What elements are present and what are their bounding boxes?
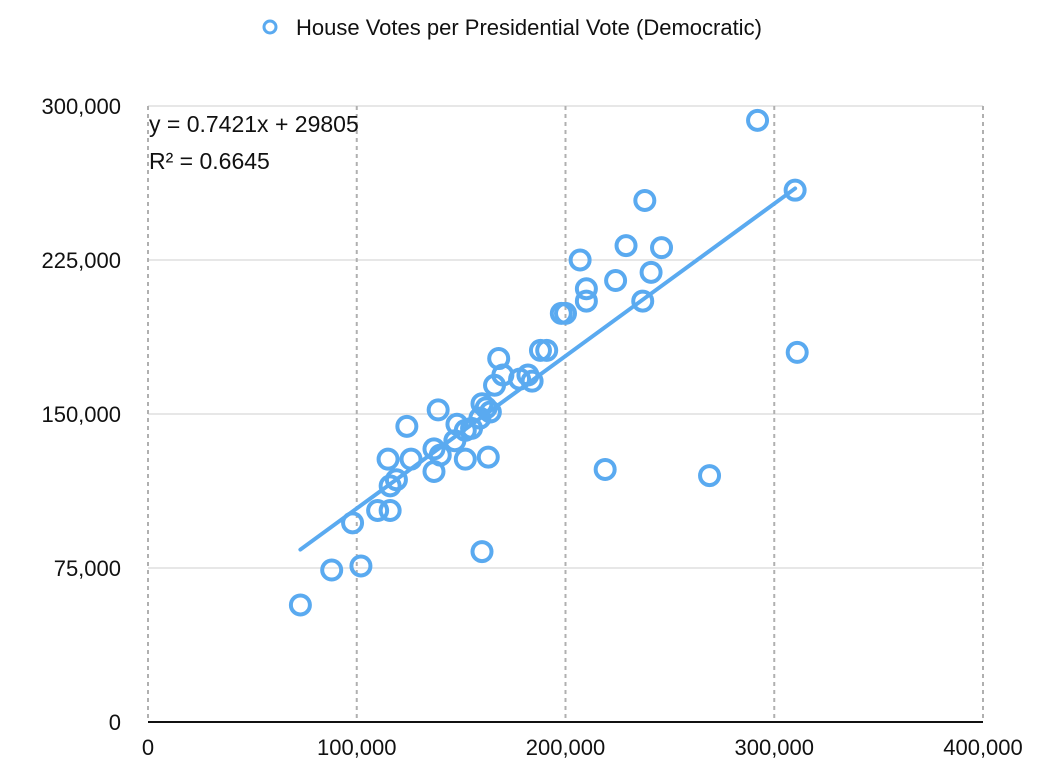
x-tick-label: 200,000: [526, 735, 606, 760]
x-tick-label: 0: [142, 735, 154, 760]
data-point: [535, 338, 559, 362]
data-point: [568, 248, 592, 272]
data-point: [426, 398, 450, 422]
data-point: [378, 474, 402, 498]
data-point: [341, 511, 365, 535]
x-tick-label: 100,000: [317, 735, 397, 760]
data-point: [574, 277, 598, 301]
legend: House Votes per Presidential Vote (Democ…: [262, 15, 762, 40]
data-point: [376, 447, 400, 471]
data-point: [639, 260, 663, 284]
data-point: [650, 236, 674, 260]
y-tick-label: 75,000: [54, 556, 121, 581]
data-point: [549, 301, 573, 325]
x-tick-label: 400,000: [943, 735, 1023, 760]
data-point: [574, 289, 598, 313]
data-point: [604, 269, 628, 293]
data-point: [633, 188, 657, 212]
annotations: y = 0.7421x + 29805 R² = 0.6645: [149, 111, 359, 174]
trendline: [298, 186, 798, 552]
data-point: [384, 468, 408, 492]
data-point: [378, 499, 402, 523]
data-point: [366, 499, 390, 523]
data-point: [593, 457, 617, 481]
gridlines: [147, 105, 984, 722]
x-tick-label: 300,000: [734, 735, 814, 760]
y-tick-label: 300,000: [41, 94, 121, 119]
data-point: [746, 108, 770, 132]
data-point: [399, 447, 423, 471]
trendline-equation: y = 0.7421x + 29805: [149, 111, 359, 137]
data-point: [783, 178, 807, 202]
data-point: [320, 558, 344, 582]
r-squared-label: R² = 0.6645: [149, 148, 270, 174]
data-point: [614, 234, 638, 258]
data-point: [288, 593, 312, 617]
tick-labels: 0 75,000 150,000 225,000 300,000 0 100,000 200,…: [41, 94, 1022, 760]
data-point: [631, 289, 655, 313]
data-point: [470, 540, 494, 564]
legend-marker: [262, 19, 278, 35]
data-point: [422, 459, 446, 483]
data-point: [785, 340, 809, 364]
legend-label: House Votes per Presidential Vote (Democ…: [296, 15, 762, 40]
data-point: [478, 400, 502, 424]
trendline-layer: [298, 186, 798, 552]
data-point: [474, 396, 498, 420]
y-tick-label: 0: [109, 710, 121, 735]
data-point: [349, 554, 373, 578]
data-point: [476, 445, 500, 469]
data-point: [520, 369, 544, 393]
data-points: [288, 108, 809, 617]
y-tick-label: 150,000: [41, 402, 121, 427]
data-point: [422, 437, 446, 461]
y-tick-label: 225,000: [41, 248, 121, 273]
data-point: [395, 414, 419, 438]
data-point: [698, 464, 722, 488]
data-point: [453, 447, 477, 471]
